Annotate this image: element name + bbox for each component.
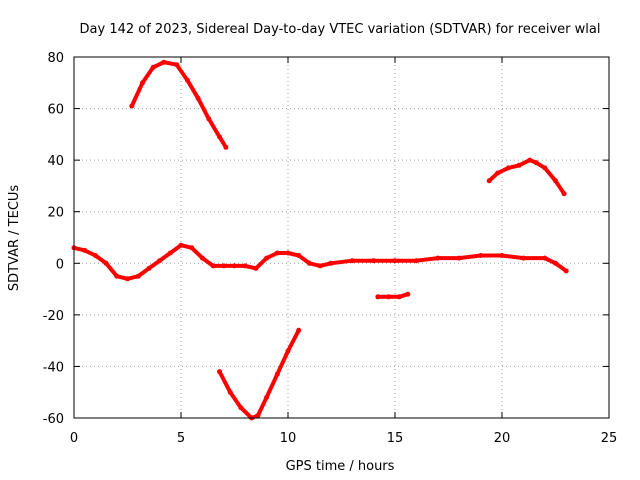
- data-point: [563, 268, 569, 274]
- y-axis-label: SDTVAR / TECUs: [7, 185, 22, 292]
- data-point: [167, 250, 173, 256]
- x-tick-label: 5: [177, 431, 185, 446]
- data-point: [296, 327, 302, 333]
- grid-lines: [73, 56, 610, 419]
- data-point: [92, 253, 98, 258]
- data-point: [114, 273, 120, 279]
- data-point: [178, 242, 184, 248]
- x-tick-label: 20: [494, 431, 511, 446]
- y-tick-label: 80: [47, 51, 64, 66]
- x-tick-label: 25: [601, 431, 618, 446]
- data-point: [206, 116, 212, 122]
- data-point: [103, 260, 109, 266]
- y-tick-label: -60: [43, 412, 64, 427]
- data-point: [274, 371, 280, 377]
- y-tick-label: 0: [56, 257, 64, 272]
- data-point: [328, 260, 334, 266]
- data-point: [375, 294, 381, 300]
- data-point: [520, 255, 526, 261]
- data-point: [533, 160, 539, 166]
- data-point: [405, 291, 411, 297]
- data-point: [217, 369, 222, 375]
- data-point: [264, 255, 270, 261]
- data-point: [242, 263, 248, 269]
- data-point: [238, 405, 244, 411]
- series-line: [487, 158, 567, 196]
- data-point: [527, 157, 533, 163]
- y-tick-label: -40: [43, 360, 64, 375]
- data-point: [478, 253, 484, 258]
- data-point: [499, 253, 505, 258]
- data-point: [184, 77, 190, 83]
- data-point: [210, 263, 216, 269]
- series-line: [72, 243, 569, 281]
- data-point: [542, 165, 548, 171]
- data-series: [71, 59, 569, 421]
- data-point: [413, 258, 419, 264]
- data-point: [223, 144, 229, 150]
- x-tick-label: 15: [387, 431, 404, 446]
- data-point: [82, 247, 88, 253]
- data-point: [505, 165, 511, 171]
- data-point: [253, 265, 259, 271]
- data-point: [435, 255, 441, 261]
- data-point: [174, 62, 180, 68]
- data-point: [392, 258, 398, 264]
- x-tick-label: 0: [70, 431, 78, 446]
- data-point: [232, 263, 237, 269]
- data-point: [542, 255, 548, 261]
- series-line: [375, 292, 410, 299]
- data-point: [161, 59, 167, 65]
- chart-title: Day 142 of 2023, Sidereal Day-to-day VTE…: [80, 22, 601, 37]
- data-point: [516, 162, 522, 168]
- data-point: [146, 265, 152, 271]
- data-point: [199, 255, 205, 261]
- data-point: [217, 134, 222, 140]
- data-point: [285, 250, 291, 256]
- data-point: [221, 263, 227, 269]
- data-point: [140, 80, 145, 86]
- series-line: [217, 328, 301, 420]
- data-point: [195, 95, 201, 101]
- data-point: [150, 64, 156, 70]
- data-point: [255, 412, 261, 418]
- data-point: [561, 191, 567, 197]
- data-point: [553, 260, 558, 266]
- plot-frame: [73, 56, 610, 419]
- data-point: [306, 260, 312, 266]
- data-point: [274, 250, 280, 256]
- y-tick-label: -20: [43, 309, 64, 324]
- x-axis-ticks: 0 5 10 15 20 25: [70, 57, 617, 446]
- data-point: [456, 255, 462, 261]
- y-axis-ticks: -60 -40 -20 0 20 40 60 80: [43, 51, 609, 427]
- data-point: [285, 348, 291, 354]
- data-point: [386, 294, 392, 300]
- data-point: [486, 178, 492, 184]
- data-point: [125, 276, 130, 282]
- data-point: [189, 245, 195, 251]
- data-point: [129, 103, 135, 109]
- x-tick-label: 10: [280, 431, 297, 446]
- data-point: [495, 170, 501, 176]
- data-point: [349, 258, 355, 264]
- data-point: [317, 263, 323, 269]
- y-tick-label: 20: [47, 206, 64, 221]
- data-point: [296, 253, 302, 258]
- data-point: [553, 178, 558, 184]
- data-point: [135, 273, 141, 279]
- data-point: [227, 389, 233, 395]
- data-point: [264, 394, 270, 400]
- x-axis-label: GPS time / hours: [286, 459, 395, 474]
- data-point: [371, 258, 377, 264]
- data-point: [157, 258, 163, 264]
- y-tick-label: 60: [47, 103, 64, 118]
- data-point: [396, 294, 402, 300]
- series-line: [129, 60, 228, 150]
- y-tick-label: 40: [47, 154, 64, 169]
